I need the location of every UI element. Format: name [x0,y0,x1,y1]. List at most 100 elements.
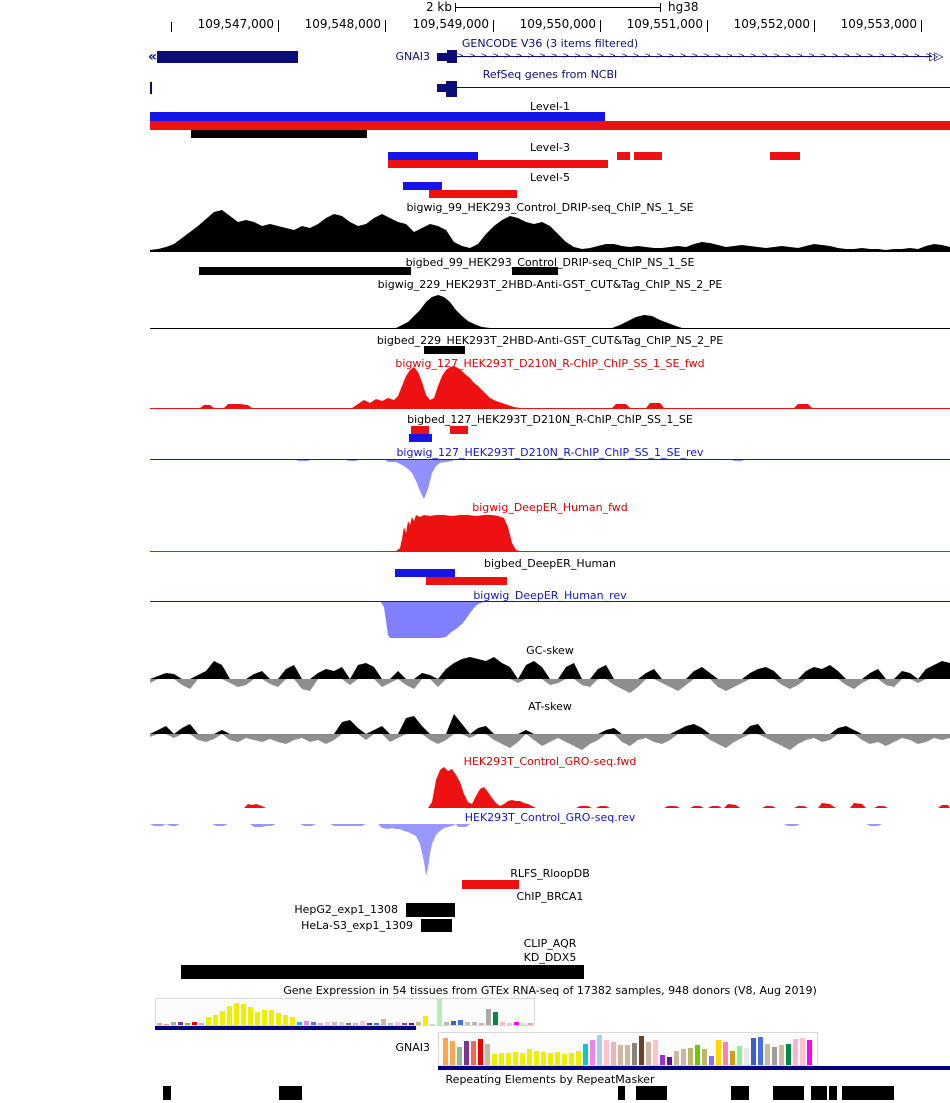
gtex-bar[interactable] [779,1045,784,1065]
gencode-gnai3-cds[interactable] [447,50,457,63]
gtex-bar[interactable] [472,1022,477,1025]
gtex-bar[interactable] [248,1007,253,1025]
gtex-bar[interactable] [367,1023,372,1025]
gtex-bar[interactable] [227,1006,232,1025]
repeat-box[interactable] [773,1086,804,1100]
rchip-rev-wiggle[interactable] [150,399,950,519]
gtex-bar[interactable] [486,1009,491,1025]
gtex-bar[interactable] [688,1048,693,1065]
gtex-bar[interactable] [276,1013,281,1025]
gtex-plot1-frame[interactable] [155,998,535,1026]
gtex-bar[interactable] [646,1042,651,1065]
refseq-gnai3-line[interactable] [457,87,950,88]
gtex-bar[interactable] [807,1040,812,1065]
gtex-bar[interactable] [164,1024,169,1025]
refseq-gnai3-cds[interactable] [446,81,457,97]
gtex-bar[interactable] [520,1053,525,1065]
gtex-bar[interactable] [618,1045,623,1065]
bigbed229-item[interactable] [424,346,465,354]
rlfs-rloopdb-item[interactable]: >>>>>>>>>> [462,880,519,889]
gtex-bar[interactable] [346,1023,351,1025]
gtex-bar[interactable] [541,1052,546,1065]
gtex-bar[interactable] [269,1010,274,1025]
gtex-bar[interactable] [555,1052,560,1065]
gtex-bar[interactable] [437,999,442,1025]
gtex-bar[interactable] [381,1019,386,1025]
gtex-bar[interactable] [695,1045,700,1065]
gtex-bar[interactable] [171,1022,176,1025]
gtex-bar[interactable] [632,1043,637,1065]
gtex-bar[interactable] [527,1049,532,1065]
level3-plus[interactable]: >>>>>>>>>>>>>>>>>>>>>>>>>>>>>>>>>>>>> [388,160,608,168]
level3-seg3[interactable]: >>>>> [770,152,800,160]
gtex-bar[interactable] [639,1036,644,1065]
gtex-bar[interactable] [772,1047,777,1065]
level5-plus[interactable]: >>>>>>>>>>>>>>> [429,190,517,198]
gtex-bar[interactable] [262,1010,267,1025]
gtex-bar[interactable] [590,1040,595,1065]
gtex-bar[interactable] [569,1053,574,1065]
gtex-bar[interactable] [451,1021,456,1025]
repeat-box[interactable] [618,1086,625,1100]
gtex-bar[interactable] [388,1023,393,1025]
gtex-bar[interactable] [751,1038,756,1065]
gtex-bar[interactable] [625,1045,630,1065]
gtex-bar[interactable] [416,1022,421,1025]
gtex-bar[interactable] [444,1022,449,1025]
gencode-gnai3-intron-line[interactable] [457,56,932,57]
gtex-bar[interactable] [297,1022,302,1025]
gtex-bar[interactable] [185,1023,190,1025]
gtex-bar[interactable] [514,1022,519,1025]
refseq-left-tick[interactable] [150,82,152,94]
gtex-bar[interactable] [500,1022,505,1025]
gtex-bar[interactable] [311,1022,316,1025]
gro-rev-wiggle[interactable] [150,764,950,884]
gtex-bar[interactable] [562,1054,567,1065]
gtex-bar[interactable] [458,1020,463,1025]
gtex-bar[interactable] [430,1024,435,1025]
gtex-bar[interactable] [709,1056,714,1065]
gtex-bar[interactable] [507,1023,512,1025]
gtex-bar[interactable] [800,1038,805,1065]
gtex-bar[interactable] [493,1012,498,1025]
repeat-box[interactable] [829,1086,837,1100]
gtex-bar[interactable] [506,1053,511,1065]
chip-brca1-hela-item[interactable] [421,919,452,932]
gtex-bar[interactable] [213,1015,218,1025]
gtex-bar[interactable] [318,1023,323,1025]
level3-minus[interactable]: <<<<<<<<<<<<<<< [388,152,478,160]
gtex-bar[interactable] [667,1057,672,1065]
gtex-bar[interactable] [744,1048,749,1065]
gtex-bar[interactable] [199,1023,204,1025]
gtex-bar[interactable] [478,1039,483,1065]
gtex-bar[interactable] [660,1055,665,1065]
gc-skew-wiggle[interactable] [150,619,950,739]
gtex-bar[interactable] [178,1022,183,1025]
gtex-bar[interactable] [499,1053,504,1065]
drip-seq-wiggle[interactable] [150,192,950,312]
bigbed127-plus2[interactable]: >>> [450,426,468,434]
gtex-bar[interactable] [402,1023,407,1025]
level5-minus[interactable]: <<<<<<< [403,182,442,190]
gtex-bar[interactable] [234,1003,239,1025]
gtex-bar[interactable] [374,1023,379,1025]
gtex-bar[interactable] [765,1044,770,1065]
gtex-bar[interactable] [513,1052,518,1065]
gtex-bar[interactable] [576,1051,581,1065]
level1-black[interactable] [191,130,367,138]
gtex-bar[interactable] [409,1023,414,1025]
gtex-bar[interactable] [583,1044,588,1065]
gtex-bar[interactable] [737,1046,742,1065]
gtex-bar[interactable] [786,1044,791,1065]
deeper-rev-wiggle[interactable] [150,541,950,661]
gtex-bar[interactable] [723,1042,728,1065]
refseq-gnai3-utr[interactable] [437,84,446,92]
gencode-left-item-exon[interactable] [157,51,298,63]
level1-minus[interactable]: <<<<<<<<<<<<<<<<<<<<<<<<<<<<<<<<<<<<<<<<… [150,112,605,121]
gencode-gnai3-utr[interactable] [437,53,447,61]
gtex-bar[interactable] [534,1051,539,1065]
bigbed127-minus[interactable]: <<<< [409,434,432,442]
gtex-bar[interactable] [220,1011,225,1025]
bigbed127-plus1[interactable]: >>> [411,426,429,434]
gtex-bar[interactable] [206,1017,211,1025]
